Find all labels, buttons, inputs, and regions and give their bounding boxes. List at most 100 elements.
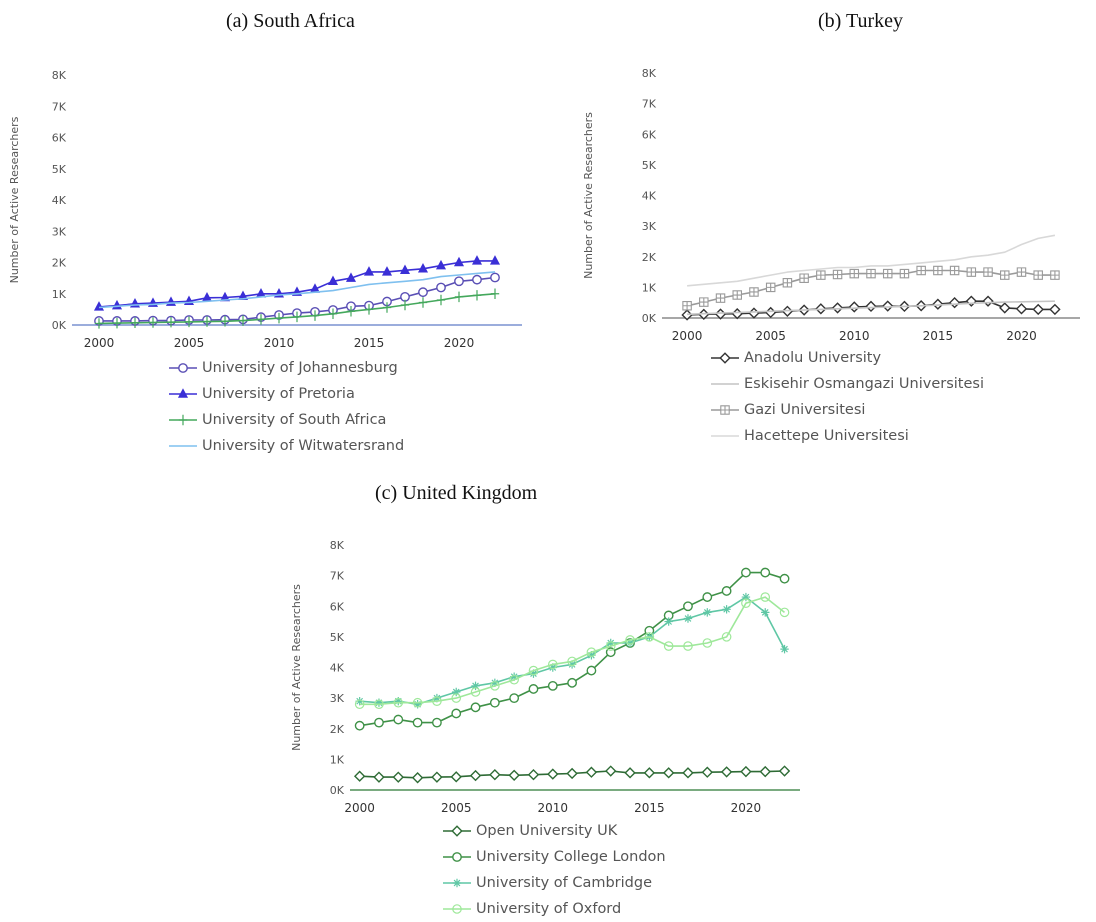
legend-item[interactable]: University of Cambridge [442,870,666,896]
legend-item[interactable]: Eskisehir Osmangazi Universitesi [710,371,984,397]
data-point [566,767,578,780]
legend-item[interactable]: University of Pretoria [168,381,404,407]
data-point [721,632,732,642]
plot-area: Number of Active Researchers 0K 1K 2K 3K 4K 5K… [8,69,522,350]
data-point [327,275,339,285]
x-tick-label: 2010 [538,801,569,815]
legend-swatch [169,414,197,426]
data-point [220,316,230,327]
data-point [166,316,176,328]
data-point [345,272,357,282]
x-tick-label: 2015 [354,336,385,350]
x-tick-label: 2010 [264,336,295,350]
legend-swatch [711,435,739,437]
data-point [472,290,482,301]
data-point [625,635,635,645]
legend-item[interactable]: Anadolu University [710,345,984,371]
x-tick-label: 2005 [441,801,472,815]
legend-marker [452,904,462,914]
data-point [431,771,443,783]
data-point [471,255,483,265]
data-point [663,641,674,651]
legend-swatch [711,352,739,364]
legend-swatch [169,445,197,447]
y-tick-label: 2K [642,251,657,264]
data-point [435,259,447,270]
legend-marker [452,852,462,862]
legend-label: Open University UK [476,823,618,839]
data-point [567,677,578,688]
data-point [238,315,248,326]
data-point [664,617,673,626]
data-point [999,302,1011,314]
data-point [529,669,538,678]
data-point [489,768,501,781]
data-point [489,255,501,265]
data-point [413,700,422,709]
legend-swatch [443,904,471,914]
y-axis-label: Number of Active Researchers [290,584,303,751]
series-line [98,271,496,309]
legend-item[interactable]: University College London [442,844,666,870]
legend-item[interactable]: Gazi Universitesi [710,397,984,423]
data-point [761,608,770,617]
data-point [528,684,539,694]
data-point [765,282,776,293]
plot-area: Number of Active Researchers 0K 1K 2K 3K 4K 5K… [582,67,1080,343]
data-point [346,306,356,317]
data-point [721,586,732,596]
legend-swatch [443,878,471,888]
data-point [547,680,558,691]
data-point [778,765,791,777]
data-point [865,300,877,313]
data-point [715,293,726,303]
x-tick-label: 2020 [1006,329,1037,343]
data-point [682,301,692,311]
data-point [644,632,655,642]
legend-marker [452,878,462,888]
legend-item[interactable]: University of Johannesburg [168,355,404,381]
legend-item[interactable]: University of Witwatersrand [168,433,404,459]
data-point [374,699,384,710]
legend-item[interactable]: Open University UK [442,818,666,844]
y-tick-label: 7K [642,98,657,111]
chart-legend: Open University UK University College Lon… [442,818,666,922]
legend-swatch [711,383,739,385]
data-point [130,317,140,329]
legend-label: University College London [476,849,666,865]
data-point [586,647,597,657]
chart-legend: University of Johannesburg University of … [168,355,404,459]
data-point [848,301,860,313]
data-point [703,608,712,617]
y-tick-label: 1K [52,288,67,301]
legend-label: University of Witwatersrand [202,438,405,454]
legend-item[interactable]: University of South Africa [168,407,404,433]
legend-marker [719,352,731,364]
data-point [509,672,519,681]
series-open-university-uk [353,765,791,784]
data-point [606,638,615,648]
data-point [585,766,598,778]
y-tick-label: 5K [642,159,657,172]
series-line [687,300,1055,316]
data-point [490,288,500,299]
data-point [394,696,403,706]
data-point [292,311,302,323]
legend-label: University of Cambridge [476,875,652,891]
legend-swatch [443,852,471,862]
legend-item[interactable]: University of Oxford [442,896,666,922]
data-point [749,287,759,297]
data-point [256,314,266,325]
data-point [916,265,926,276]
data-point [490,272,500,283]
data-point [393,714,404,725]
x-tick-label: 2000 [672,329,703,343]
data-point [587,651,596,660]
y-tick-label: 8K [330,539,345,552]
legend-item[interactable]: Hacettepe Universitesi [710,423,984,449]
series-university-of-pretoria [93,255,501,311]
x-tick-label: 2000 [344,801,375,815]
x-tick-label: 2015 [923,329,954,343]
data-point [983,267,993,277]
data-point [470,702,481,713]
